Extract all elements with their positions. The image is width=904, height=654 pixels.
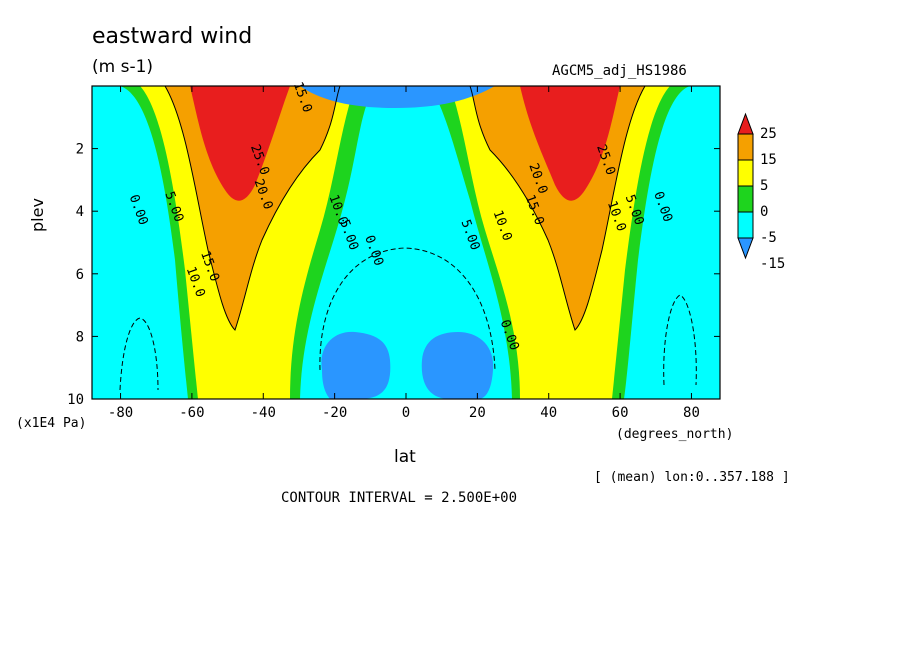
contour-line: [469, 86, 646, 331]
y-tick-label: 10: [67, 392, 84, 408]
jet-right-red: [520, 86, 620, 201]
x-tick-label: -60: [179, 405, 204, 421]
colorbar-segment: [737, 211, 754, 239]
colorbar: 25 15 5 0 -5 -15: [737, 112, 785, 272]
contour-line: [164, 86, 341, 331]
y-tick-label: 4: [76, 204, 84, 220]
colorbar-segment: [737, 133, 754, 161]
x-axis-unit: (degrees_north): [616, 427, 734, 442]
y-tick-label: 6: [76, 267, 84, 283]
contour-line: [663, 294, 697, 386]
contour-interval: CONTOUR INTERVAL = 2.500E+00: [281, 490, 518, 506]
x-tick-label: -20: [322, 405, 347, 421]
chart-units: (m s-1): [92, 57, 154, 77]
chart-title: eastward wind: [92, 24, 253, 49]
jet-left-red: [190, 86, 290, 201]
axes: -80 -60 -40 -20 0 20 40 60 80 2 4 6 8 10: [67, 86, 720, 421]
y-tick-label: 8: [76, 329, 84, 345]
y-axis-unit: (x1E4 Pa): [16, 416, 87, 431]
easterly-left: [321, 331, 391, 399]
x-tick-label: 60: [612, 405, 629, 421]
colorbar-segment: [737, 185, 754, 213]
colorbar-arrow-bottom: [737, 237, 754, 260]
x-tick-label: 40: [540, 405, 557, 421]
colorbar-label: 15: [760, 152, 777, 168]
x-tick-label: 80: [683, 405, 700, 421]
easterly-top: [300, 86, 495, 108]
colorbar-label: -15: [760, 256, 785, 272]
colorbar-label: 25: [760, 126, 777, 142]
contour-line: [119, 317, 159, 391]
easterly-right: [421, 332, 494, 399]
model-name: AGCM5_adj_HS1986: [552, 63, 687, 79]
x-tick-label: 0: [402, 405, 410, 421]
x-tick-label: -80: [108, 405, 133, 421]
x-tick-label: -40: [251, 405, 276, 421]
mean-note: [ (mean) lon:0..357.188 ]: [594, 470, 790, 485]
contour-fills: [92, 86, 720, 399]
x-axis-label: lat: [394, 447, 416, 467]
colorbar-label: -5: [760, 230, 777, 246]
colorbar-label: 5: [760, 178, 768, 194]
colorbar-label: 0: [760, 204, 768, 220]
colorbar-arrow-top: [737, 112, 754, 135]
contour-line: [319, 247, 496, 371]
x-tick-label: 20: [469, 405, 486, 421]
y-tick-label: 2: [76, 142, 84, 158]
colorbar-segment: [737, 159, 754, 187]
